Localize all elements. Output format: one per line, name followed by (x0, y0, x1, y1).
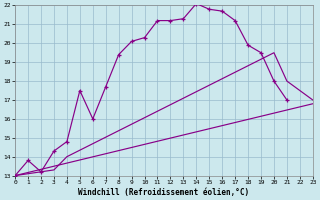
X-axis label: Windchill (Refroidissement éolien,°C): Windchill (Refroidissement éolien,°C) (78, 188, 250, 197)
